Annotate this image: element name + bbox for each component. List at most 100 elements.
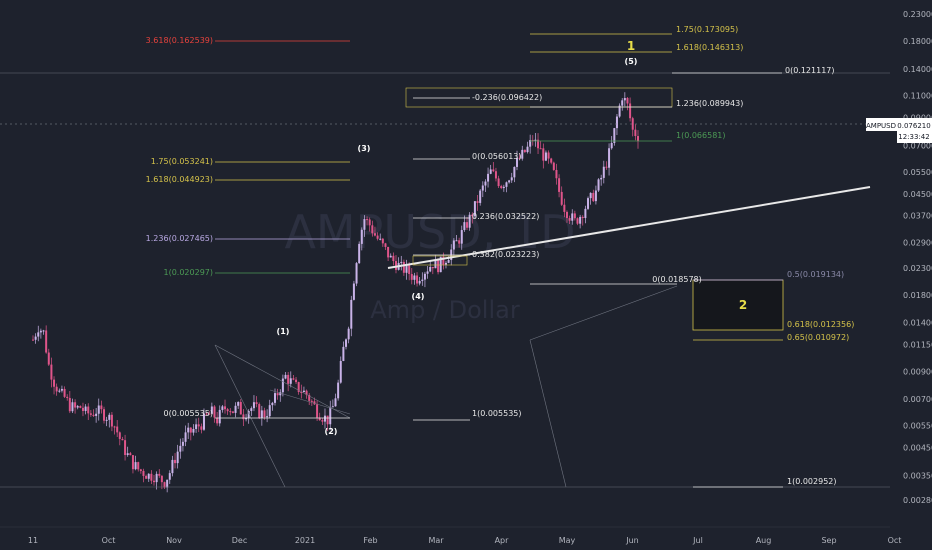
candle-body <box>629 103 632 119</box>
candle-body <box>405 265 408 273</box>
x-tick-label: Apr <box>495 536 510 545</box>
trend-line-c[interactable] <box>269 389 351 415</box>
candle-body <box>281 378 284 393</box>
candle-body <box>63 388 66 397</box>
candle-body <box>400 261 403 263</box>
candle-body <box>460 230 463 244</box>
x-tick-label: Dec <box>232 536 247 545</box>
candle-body <box>39 330 42 333</box>
price-axis[interactable]: 0.2300000.1800000.1400000.1100000.090000… <box>890 0 932 550</box>
candle-body <box>81 407 84 411</box>
candle-body <box>560 191 563 205</box>
candle-body <box>547 152 550 159</box>
candle-body <box>368 219 371 226</box>
candle-body <box>208 413 211 415</box>
price-tag: AMPUSD 0.076210 12:33:42 <box>866 118 932 143</box>
candle-body <box>442 256 445 265</box>
candle-body <box>279 392 282 396</box>
candle-body <box>537 139 540 149</box>
candle-body <box>276 393 279 396</box>
candle-body <box>108 414 111 420</box>
candle-body <box>476 201 479 203</box>
fib-label: 1(0.002952) <box>787 477 837 486</box>
candle-body <box>34 336 37 340</box>
candle-body <box>597 179 600 191</box>
fib-label: 1(0.066581) <box>676 131 726 140</box>
target-label-2: 2 <box>739 298 747 312</box>
candle-body <box>326 415 329 425</box>
candle-body <box>492 169 495 172</box>
fib-label: 1.236(0.027465) <box>146 234 213 243</box>
fib-label: 0.5(0.019134) <box>787 270 844 279</box>
candle-body <box>523 149 526 153</box>
candle-body <box>592 192 595 202</box>
candle-body <box>181 441 184 446</box>
y-tick-label: 0.014000 <box>903 319 932 328</box>
candle-body <box>292 378 295 380</box>
trend-line-support[interactable] <box>387 186 871 269</box>
trend-line-b[interactable] <box>214 344 286 488</box>
candle-body <box>252 402 255 409</box>
candle-body <box>74 402 77 408</box>
candle-body <box>497 178 500 187</box>
fib-label: 0.65(0.010972) <box>787 333 849 342</box>
candle-body <box>479 190 482 203</box>
candle-body <box>100 405 103 410</box>
candle-body <box>392 255 395 262</box>
fib-label: 3.618(0.162539) <box>146 36 213 45</box>
candle-body <box>384 243 387 247</box>
projection-line-b[interactable] <box>529 339 567 488</box>
candle-body <box>66 396 69 398</box>
projection-line-a[interactable] <box>529 285 678 341</box>
candle-body <box>605 166 608 168</box>
candle-body <box>455 240 458 242</box>
candle-body <box>231 411 234 413</box>
candle-body <box>139 469 142 471</box>
trend-line-a[interactable] <box>214 344 351 419</box>
y-tick-label: 0.029000 <box>903 238 932 247</box>
candle-body <box>471 214 474 217</box>
candle-body <box>429 266 432 272</box>
candle-body <box>197 424 200 427</box>
candle-body <box>350 299 353 329</box>
candle-body <box>516 157 518 167</box>
candle-body <box>158 473 161 476</box>
candles-layer <box>32 92 639 493</box>
time-axis[interactable]: 11 Oct Nov Dec 2021 Feb Mar Apr May Jun Jul Aug Sep O… <box>0 526 901 545</box>
candle-body <box>555 169 558 179</box>
candle-body <box>79 406 82 408</box>
candle-body <box>124 440 127 455</box>
candle-body <box>489 169 492 174</box>
candle-body <box>87 406 90 414</box>
watermark-symbol: AMPUSD, 1D <box>284 205 575 259</box>
candle-body <box>266 416 269 418</box>
fib-label: 0.618(0.012356) <box>787 320 854 329</box>
candle-body <box>615 116 618 129</box>
fib-label: 0.382(0.023223) <box>472 250 539 259</box>
price-tag-symbol-bg <box>866 118 897 131</box>
fib-box-mid[interactable] <box>412 255 468 266</box>
candle-body <box>195 424 198 429</box>
y-tick-label: 0.070000 <box>903 141 932 150</box>
candle-body <box>373 233 376 236</box>
fib-box-target-2[interactable] <box>692 279 784 331</box>
candle-body <box>355 263 358 284</box>
candle-body <box>487 173 490 182</box>
candle-body <box>53 379 56 387</box>
candle-body <box>174 459 177 464</box>
candle-body <box>97 405 100 414</box>
candle-body <box>50 364 53 380</box>
y-tick-label: 0.110000 <box>903 91 932 100</box>
wave-label-1: (1) <box>277 327 290 336</box>
candle-body <box>421 279 424 281</box>
candle-body <box>255 402 258 405</box>
candle-body <box>563 204 566 212</box>
x-tick-label: May <box>559 536 576 545</box>
candle-body <box>423 273 426 280</box>
candle-body <box>142 470 145 476</box>
candle-body <box>92 414 95 416</box>
candle-body <box>447 259 450 263</box>
candle-body <box>121 438 124 441</box>
